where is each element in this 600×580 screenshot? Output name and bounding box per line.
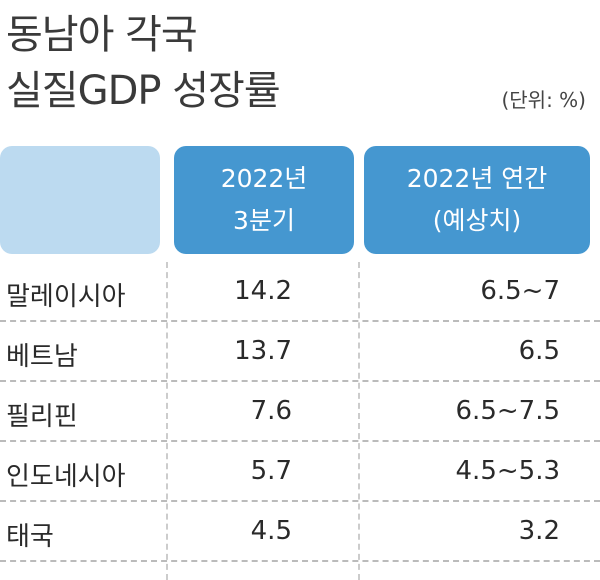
cell-value: 7.6: [250, 396, 292, 426]
cell-value: 14.2: [234, 276, 292, 306]
cell-value: 3.2: [518, 516, 560, 546]
header-blank: [0, 146, 160, 254]
table-row: 베트남 13.7 6.5: [0, 322, 600, 382]
cell-value: 6.5: [518, 336, 560, 366]
header-text: 2022년: [220, 164, 308, 193]
cell-value: 6.5~7.5: [455, 396, 560, 426]
row-label: 인도네시아: [6, 462, 126, 492]
header-text: 3분기: [233, 206, 295, 235]
row-label: 필리핀: [6, 402, 78, 432]
row-label: 베트남: [6, 342, 78, 372]
header-cell: 2022년 연간 (예상치): [364, 146, 590, 254]
title-line: 실질GDP 성장률: [6, 68, 281, 114]
title-line: 동남아 각국: [6, 12, 198, 58]
cell-value: 5.7: [250, 456, 292, 486]
header-text: 2022년 연간: [406, 164, 548, 193]
header-text: (예상치): [432, 206, 522, 235]
unit-note: (단위: %): [501, 88, 586, 112]
table-row: 필리핀 7.6 6.5~7.5: [0, 382, 600, 442]
row-label: 태국: [6, 522, 54, 552]
cell-value: 6.5~7: [480, 276, 560, 306]
cell-value: 13.7: [234, 336, 292, 366]
table-row: 말레이시아 14.2 6.5~7: [0, 262, 600, 322]
cell-value: 4.5~5.3: [455, 456, 560, 486]
header-cell: 2022년 3분기: [174, 146, 354, 254]
row-label: 말레이시아: [6, 282, 126, 312]
table-row: 태국 4.5 3.2: [0, 502, 600, 562]
divider: [166, 262, 168, 580]
cell-value: 4.5: [250, 516, 292, 546]
table-row: 인도네시아 5.7 4.5~5.3: [0, 442, 600, 502]
divider: [358, 262, 360, 580]
